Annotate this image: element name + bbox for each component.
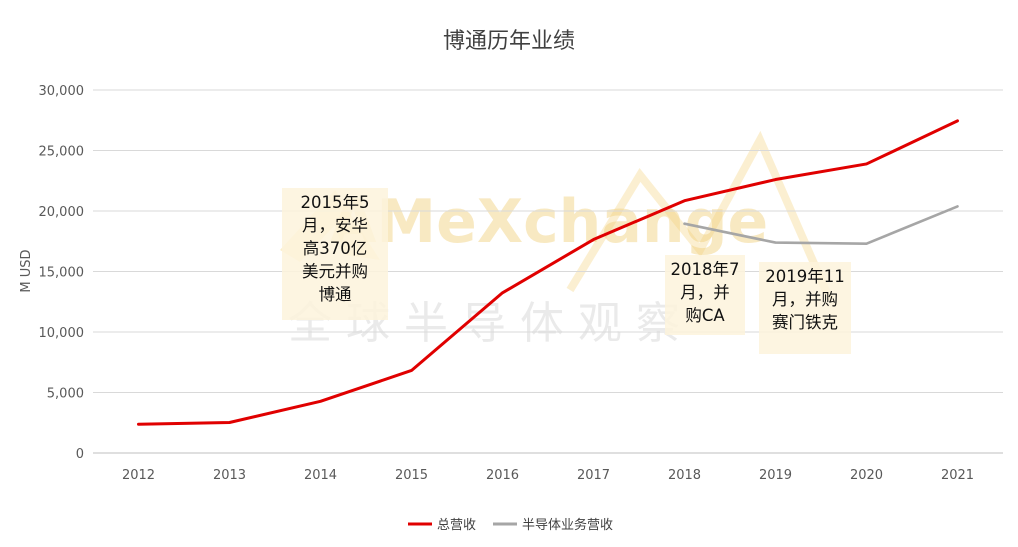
y-axis-label: M USD — [19, 249, 34, 292]
chart-title: 博通历年业绩 — [443, 29, 575, 54]
x-tick-label: 2021 — [941, 468, 974, 483]
annotation-text: 博通 — [319, 285, 352, 304]
series-line-1 — [683, 205, 959, 245]
annotation-box — [282, 188, 388, 320]
x-tick-label: 2017 — [577, 468, 610, 483]
legend: 总营收 半导体业务营收 — [408, 517, 613, 533]
annotation-text: 月，并 — [680, 283, 730, 302]
annotation-text: 2019年11 — [765, 267, 845, 286]
watermark-peak-icon — [566, 130, 834, 302]
annotation-text: 高370亿 — [303, 239, 368, 258]
series-lines — [137, 119, 959, 426]
legend-label-semiconductor: 半导体业务营收 — [522, 517, 613, 533]
y-tick-label: 30,000 — [39, 84, 85, 99]
x-tick-label: 2012 — [122, 468, 155, 483]
x-tick-label: 2015 — [395, 468, 428, 483]
y-tick-label: 15,000 — [39, 266, 85, 281]
annotation-box — [759, 262, 851, 354]
x-tick-label: 2020 — [850, 468, 883, 483]
y-tick-label: 25,000 — [39, 145, 85, 160]
x-tick-label: 2014 — [304, 468, 337, 483]
annotation-text: 2018年7 — [671, 260, 740, 279]
annotation-text: 月，安华 — [302, 216, 368, 235]
y-tick-label: 0 — [76, 447, 84, 462]
y-tick-label: 10,000 — [39, 326, 85, 341]
x-tick-label: 2013 — [213, 468, 246, 483]
annotation-text: 赛门铁克 — [772, 312, 838, 332]
annotation-text: 2015年5 — [301, 193, 370, 212]
y-tick-label: 5,000 — [47, 387, 84, 402]
x-ticks: 2012 2013 2014 2015 2016 2017 2018 2019 2020 2021 — [122, 468, 974, 483]
y-ticks: 0 5,000 10,000 15,000 20,000 25,000 30,000 — [39, 84, 85, 462]
annotation-text: 月，并购 — [772, 290, 838, 309]
x-tick-label: 2016 — [486, 468, 519, 483]
annotation-text: 购CA — [685, 306, 725, 325]
x-tick-label: 2019 — [759, 468, 792, 483]
legend-label-revenue: 总营收 — [437, 518, 476, 533]
annotation-box — [665, 255, 745, 335]
y-tick-label: 20,000 — [39, 205, 85, 220]
grid — [93, 89, 1003, 454]
annotation-text: 美元并购 — [302, 262, 368, 281]
series-line-0 — [137, 119, 959, 426]
x-tick-label: 2018 — [668, 468, 701, 483]
